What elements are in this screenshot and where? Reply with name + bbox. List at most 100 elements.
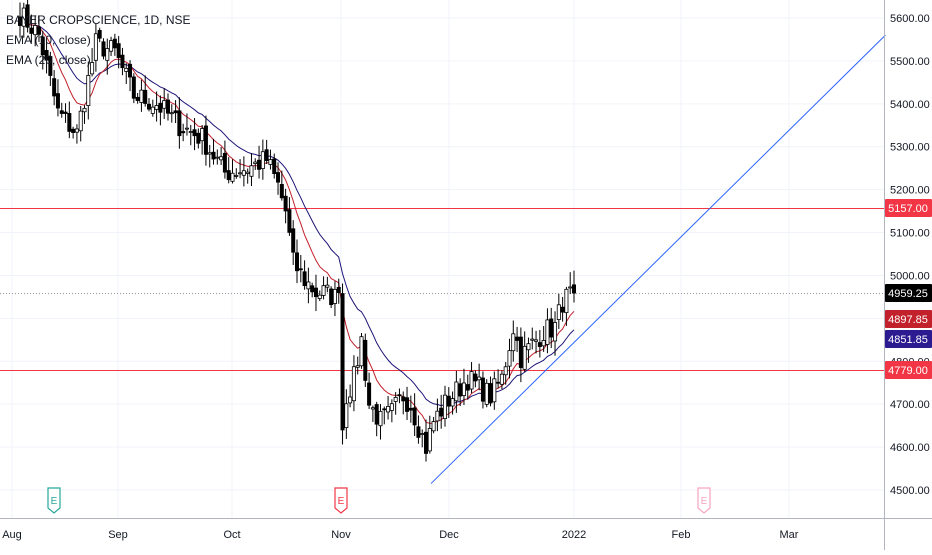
candle-body <box>355 365 360 368</box>
candle-body <box>260 151 265 169</box>
candle-body <box>165 99 170 114</box>
candle-body <box>215 156 220 159</box>
candle-body <box>367 382 372 406</box>
candle-body <box>389 403 394 411</box>
candle-body <box>184 127 189 130</box>
candle-body <box>131 76 136 99</box>
candle-body <box>188 131 193 133</box>
candle-body <box>124 67 129 72</box>
last-price-label: 4959.25 <box>888 288 928 300</box>
earnings-marker-icon <box>697 487 711 514</box>
candle-body <box>200 128 205 142</box>
candle-body <box>234 175 239 177</box>
price-axis-tick: 4600.00 <box>890 442 930 454</box>
candle-body <box>59 110 64 114</box>
candle-body <box>541 340 546 347</box>
candle-body <box>120 54 125 69</box>
candle-body <box>488 383 493 404</box>
candle-body <box>52 78 57 97</box>
candle-body <box>329 288 334 306</box>
candle-body <box>473 373 478 382</box>
candle-body <box>253 161 258 164</box>
candle-body <box>511 333 516 352</box>
price-axis-tick: 4500.00 <box>890 485 930 497</box>
last-price-label-bg <box>885 284 932 302</box>
candle-body <box>158 102 163 113</box>
candle-body <box>173 110 178 114</box>
candle-body <box>310 285 315 293</box>
candle-body <box>219 156 224 161</box>
level-price-label-bg <box>885 361 932 379</box>
candle-body <box>465 384 470 391</box>
earnings-marker-label: E <box>338 496 345 507</box>
candle-body <box>469 371 474 390</box>
level-price-label: 5157.00 <box>888 203 928 215</box>
candle-body <box>21 7 26 27</box>
ema20-price-label: 4851.85 <box>888 334 928 346</box>
price-axis-tick: 5100.00 <box>890 228 930 240</box>
time-axis-label: Oct <box>223 529 240 541</box>
level-price-label-bg <box>885 199 932 217</box>
chart-legend: BAYER CROPSCIENCE, 1D, NSE EMA (10, clos… <box>6 10 191 70</box>
candle-body <box>169 112 174 115</box>
candle-body <box>378 410 383 427</box>
earnings-marker-label: E <box>701 496 708 507</box>
price-axis-tick: 5200.00 <box>890 185 930 197</box>
candle-body <box>74 128 79 133</box>
candle-body <box>245 171 250 174</box>
candle-body <box>25 4 30 28</box>
chart-title: BAYER CROPSCIENCE, 1D, NSE <box>6 13 191 27</box>
candle-body <box>181 131 186 134</box>
candle-body <box>332 288 337 304</box>
candle-body <box>257 159 262 170</box>
candle-body <box>63 111 68 114</box>
candle-body <box>477 376 482 381</box>
candle-body <box>420 433 425 436</box>
candle-body <box>279 184 284 199</box>
candle-body <box>264 149 269 161</box>
candle-body <box>545 319 550 345</box>
candle-body <box>222 152 227 173</box>
time-axis-label: 2022 <box>562 529 586 541</box>
candle-body <box>249 165 254 177</box>
candle-body <box>272 158 277 174</box>
candle-body <box>86 75 91 106</box>
candle-body <box>276 172 281 183</box>
candle-body <box>17 16 22 26</box>
candle-body <box>435 410 440 422</box>
candle-body <box>336 287 341 294</box>
candle-body <box>363 339 368 381</box>
candle-body <box>359 336 364 367</box>
candle-body <box>71 128 76 133</box>
candle-body <box>397 394 402 397</box>
time-axis-label: Aug <box>2 529 22 541</box>
candle-body <box>109 40 114 52</box>
candle-body <box>97 29 102 39</box>
candle-body <box>48 56 53 76</box>
candle-body <box>480 377 485 402</box>
earnings-marker-icon <box>47 487 61 514</box>
candle-body <box>530 338 535 341</box>
candle-body <box>427 428 432 452</box>
candle-body <box>44 49 49 61</box>
ema20-price-label-bg <box>885 330 932 348</box>
price-axis-tick: 5400.00 <box>890 99 930 111</box>
candle-body <box>405 397 410 412</box>
candle-body <box>93 33 98 61</box>
candle-body <box>572 284 577 294</box>
candle-body <box>401 396 406 402</box>
candle-body <box>431 421 436 432</box>
candle-body <box>454 381 459 402</box>
candle-body <box>442 394 447 419</box>
ema10-price-label: 4897.85 <box>888 314 928 326</box>
candle-body <box>393 397 398 402</box>
candle-body <box>526 343 531 351</box>
candle-body <box>534 339 539 342</box>
candle-body <box>439 407 444 417</box>
candle-body <box>537 342 542 347</box>
candle-body <box>82 107 87 113</box>
candle-body <box>313 287 318 298</box>
candle-body <box>230 172 235 182</box>
